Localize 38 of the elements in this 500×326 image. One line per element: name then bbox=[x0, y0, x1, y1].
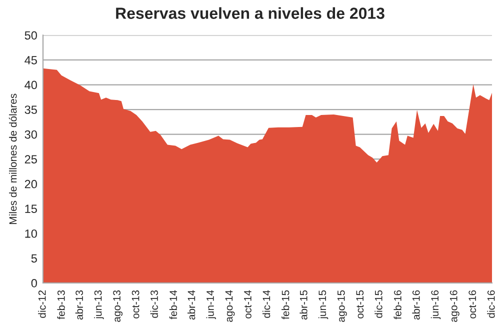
x-tick-label: oct-13 bbox=[132, 290, 140, 318]
x-tick-label: oct-16 bbox=[468, 290, 476, 318]
x-tick-label: abr-13 bbox=[75, 290, 83, 320]
x-tick-label: dic-15 bbox=[374, 290, 382, 318]
x-tick-label: feb-13 bbox=[57, 290, 65, 320]
x-tick-label: ago-14 bbox=[225, 290, 235, 322]
x-tick-label: oct-14 bbox=[244, 290, 252, 318]
x-tick-label: dic-12 bbox=[38, 290, 46, 318]
y-tick-label: 30 bbox=[24, 130, 37, 139]
x-tick-label: jun-13 bbox=[94, 290, 104, 320]
y-tick-label: 40 bbox=[24, 80, 37, 90]
y-tick-label: 10 bbox=[25, 229, 37, 238]
x-tick-label: jun-14 bbox=[206, 290, 216, 320]
y-tick-label: 25 bbox=[24, 155, 37, 164]
y-tick-label: 0 bbox=[31, 279, 37, 288]
x-tick-label: abr-15 bbox=[300, 290, 308, 320]
y-tick-label: 5 bbox=[31, 254, 37, 263]
x-tick-label: dic-13 bbox=[150, 290, 158, 318]
x-tick-label: ago-13 bbox=[113, 290, 123, 322]
x-tick-label: feb-14 bbox=[169, 290, 178, 320]
x-tick-label: feb-15 bbox=[282, 290, 290, 320]
x-tick-label: abr-14 bbox=[188, 290, 196, 320]
x-tick-label: ago-15 bbox=[338, 290, 347, 322]
x-tick-label: dic-14 bbox=[262, 290, 270, 318]
x-tick-label: ago-16 bbox=[450, 290, 460, 322]
x-tick-label: abr-16 bbox=[412, 290, 420, 320]
x-tick-label: jun-16 bbox=[430, 290, 441, 320]
y-tick-label: 50 bbox=[24, 31, 37, 40]
x-tick-label: dic-16 bbox=[487, 290, 495, 318]
y-tick-label: 45 bbox=[24, 56, 37, 64]
x-tick-label: jun-15 bbox=[318, 290, 328, 320]
y-tick-label: 15 bbox=[25, 204, 37, 214]
chart-title: Reservas vuelven a niveles de 2013 bbox=[116, 7, 384, 19]
x-tick-label: oct-15 bbox=[356, 290, 364, 318]
y-tick-label: 20 bbox=[24, 180, 37, 188]
y-tick-label: 35 bbox=[24, 106, 37, 114]
x-tick-label: feb-16 bbox=[394, 290, 402, 320]
y-axis-title: Miles de millones de dólares bbox=[8, 94, 17, 224]
